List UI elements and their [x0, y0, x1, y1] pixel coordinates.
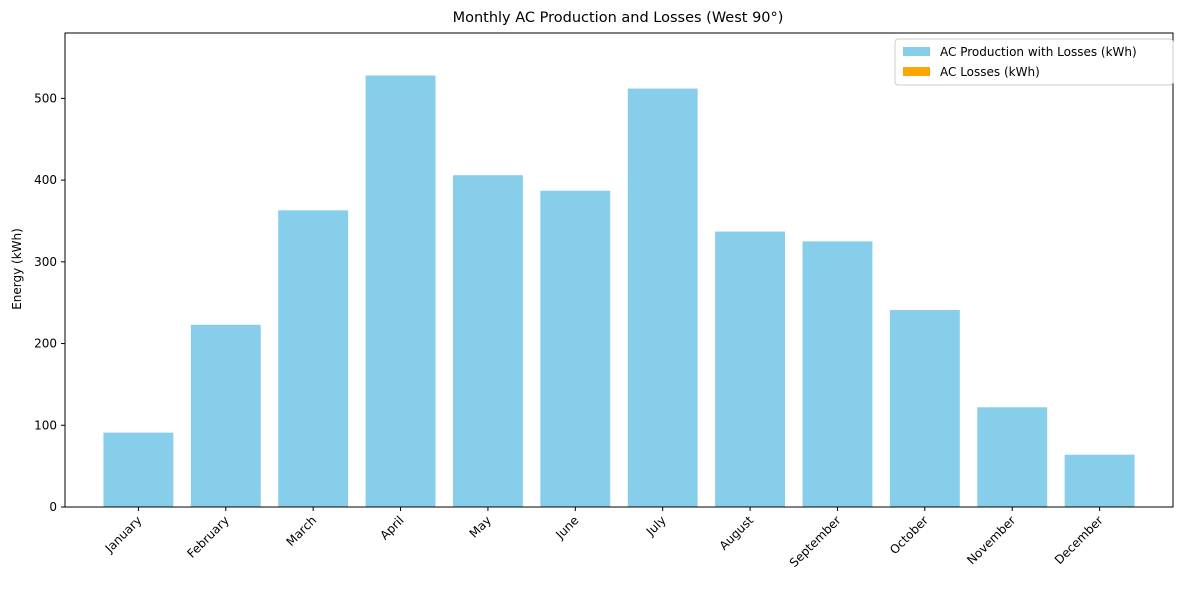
bar-production-february: [190, 324, 261, 507]
bar-production-january: [103, 432, 174, 507]
y-tick-label: 300: [34, 255, 57, 269]
legend-swatch-production: [903, 47, 930, 56]
y-tick-label: 0: [49, 500, 57, 514]
chart-title: Monthly AC Production and Losses (West 9…: [453, 10, 784, 26]
y-tick-label: 100: [34, 418, 57, 432]
bars-group: [103, 75, 1135, 508]
bar-production-september: [802, 241, 873, 507]
bar-production-december: [1064, 454, 1135, 507]
y-axis-label: Energy (kWh): [10, 228, 24, 310]
bar-production-may: [452, 175, 523, 507]
legend-label-production: AC Production with Losses (kWh): [940, 45, 1137, 59]
bar-production-july: [627, 88, 698, 507]
bar-production-october: [889, 310, 960, 507]
bar-production-november: [977, 407, 1048, 507]
legend-box: [894, 38, 1174, 86]
bar-production-august: [715, 231, 786, 507]
legend: AC Production with Losses (kWh) AC Losse…: [894, 38, 1174, 86]
y-tick-label: 500: [34, 91, 57, 105]
bar-production-june: [540, 190, 611, 507]
y-tick-label: 400: [34, 173, 57, 187]
legend-swatch-losses: [903, 67, 930, 76]
y-tick-label: 200: [34, 337, 57, 351]
y-axis: 0 100 200 300 400 500: [34, 91, 65, 514]
plot-frame: [64, 32, 1174, 508]
bar-production-april: [365, 75, 436, 507]
bar-production-march: [278, 210, 349, 508]
legend-label-losses: AC Losses (kWh): [940, 65, 1040, 79]
